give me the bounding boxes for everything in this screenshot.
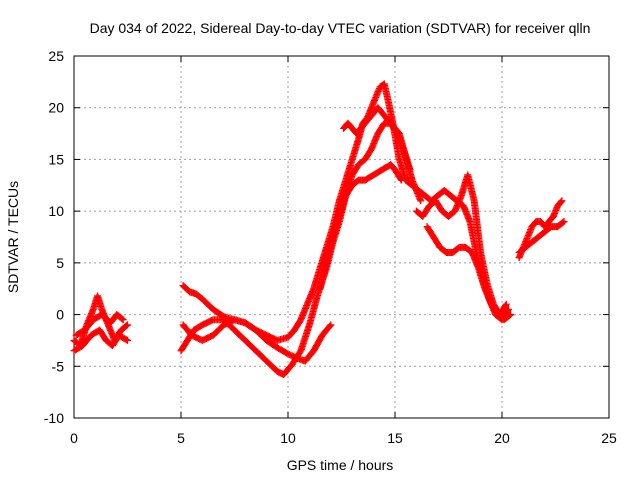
x-tick-label: 0: [70, 430, 78, 446]
y-tick-label: 5: [56, 255, 64, 271]
data-points: [70, 80, 568, 379]
plot-frame: [73, 55, 610, 419]
series-t3: [72, 311, 127, 339]
data-point: [124, 321, 131, 329]
series-t11: [423, 223, 515, 324]
y-tick-label: -5: [52, 358, 65, 374]
data-point: [501, 302, 509, 310]
data-point: [124, 336, 131, 344]
y-tick-label: 0: [56, 307, 64, 323]
y-tick-label: 15: [48, 151, 64, 167]
data-point: [507, 311, 515, 319]
series-t13: [515, 217, 568, 257]
y-tick-label: 25: [48, 48, 64, 64]
data-point: [417, 197, 425, 205]
chart-title: Day 034 of 2022, Sidereal Day-to-day VTE…: [90, 20, 591, 36]
data-point: [327, 321, 335, 329]
data-point: [559, 218, 567, 226]
x-tick-label: 20: [494, 430, 510, 446]
data-point: [326, 322, 334, 330]
y-axis-label: SDTVAR / TECUs: [5, 181, 21, 293]
data-point: [122, 322, 130, 330]
data-point: [505, 311, 513, 319]
y-tick-label: 20: [48, 100, 64, 116]
data-point: [122, 336, 130, 344]
grid: [74, 56, 609, 418]
x-tick-label: 5: [177, 430, 185, 446]
data-point: [560, 217, 568, 225]
y-tick-label: -10: [44, 410, 64, 426]
x-tick-label: 15: [387, 430, 403, 446]
series-t8: [340, 104, 425, 205]
data-point: [397, 175, 405, 183]
data-point: [557, 198, 565, 206]
y-tick-label: 10: [48, 203, 64, 219]
series-t7: [316, 161, 405, 293]
data-point: [502, 300, 510, 308]
x-tick-label: 25: [601, 430, 617, 446]
axis-ticks: 0 5 10 15 20 25 -10 -5 0 5 10 15 20 25: [44, 48, 617, 446]
x-axis-label: GPS time / hours: [287, 457, 394, 473]
data-point: [119, 316, 127, 324]
series-t2: [70, 326, 131, 355]
data-point: [558, 197, 566, 205]
data-point: [118, 315, 126, 323]
x-tick-label: 10: [280, 430, 296, 446]
series-t6: [179, 316, 335, 365]
